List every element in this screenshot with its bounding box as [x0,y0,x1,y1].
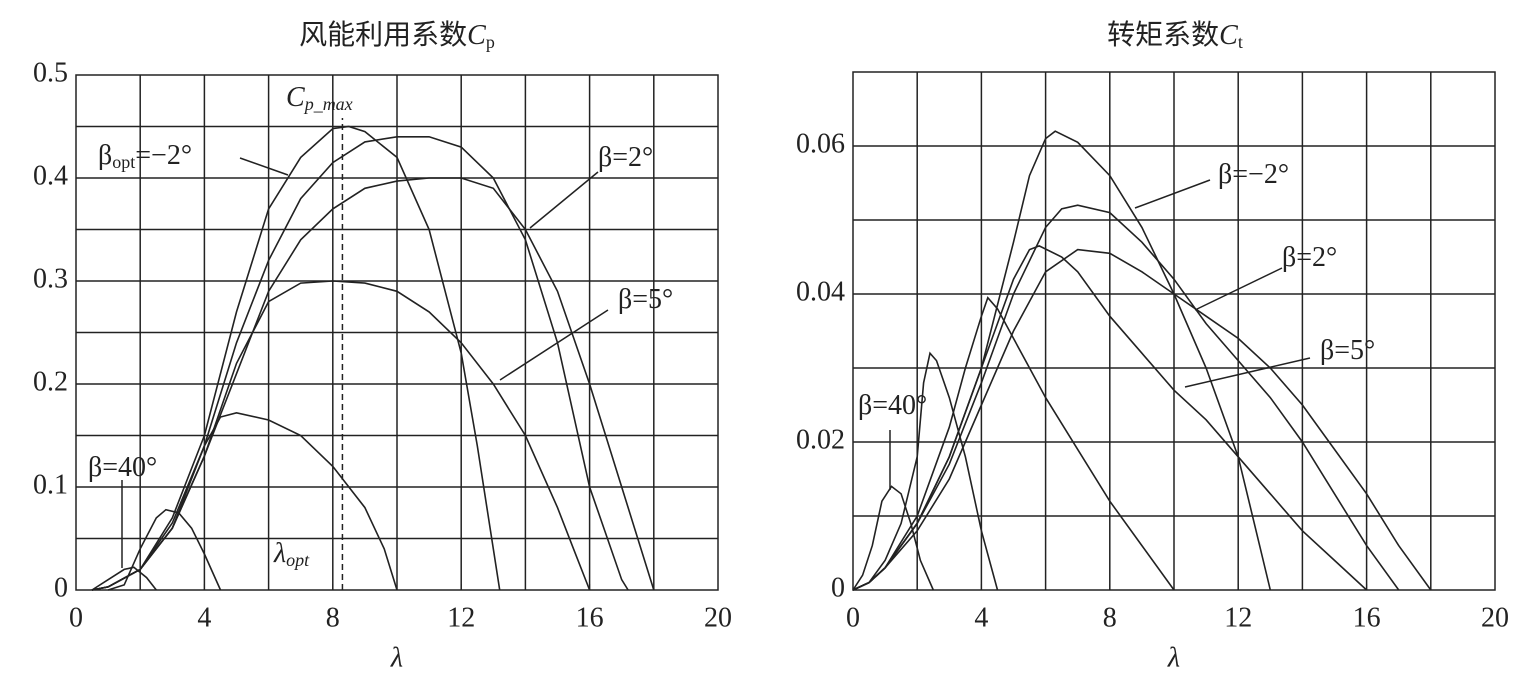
leader-line [239,157,289,176]
curve [91,125,501,591]
x-tick-label: 4 [197,602,211,633]
curve [852,351,999,591]
annotation: β=5° [618,284,673,315]
annotation: β=2° [598,142,653,173]
leader-line [1194,267,1283,311]
x-tick-label: 0 [69,602,83,633]
leader-line [529,171,599,229]
y-tick-label: 0.04 [796,276,845,307]
x-axis-label: λ [1167,642,1180,673]
x-tick-label: 0 [846,602,860,633]
text-part: =−2° [135,140,192,171]
y-tick-label: 0.1 [33,469,68,500]
x-tick-label: 12 [1224,602,1252,633]
curve [91,411,398,591]
annotation: βopt=−2° [98,140,192,172]
text-part: λ [273,538,286,569]
subscript: opt [112,152,135,172]
x-tick-label: 16 [576,602,604,633]
y-tick-label: 0 [54,572,68,603]
chart-title: 风能利用系数Cp [299,19,495,52]
title-sub: t [1238,32,1243,52]
y-tick-label: 0.2 [33,366,68,397]
annotation: β=5° [1320,335,1375,366]
chart-title: 转矩系数Ct [1107,19,1243,52]
curve [852,204,1400,591]
y-tick-label: 0.5 [33,57,68,88]
text-part: β=2° [598,142,653,173]
subscript: opt [286,550,310,570]
y-tick-label: 0.4 [33,160,68,191]
curve [91,177,655,591]
curve [852,248,1432,591]
y-tick-label: 0 [831,572,845,603]
title-var: C [467,20,486,51]
curve [852,485,935,591]
text-part: β=2° [1282,242,1337,273]
annotation: λopt [273,538,310,570]
text-part: β [98,140,112,171]
annotation: Cp_max [286,82,353,114]
subscript: p_max [303,94,353,114]
text-part: β=5° [618,284,673,315]
x-tick-label: 16 [1353,602,1381,633]
y-tick-label: 0.02 [796,424,845,455]
title-var: C [1219,20,1238,51]
text-part: β=5° [1320,335,1375,366]
curve [107,508,222,591]
x-tick-label: 8 [326,602,340,633]
curve [91,136,629,591]
leader-line [1134,179,1211,209]
annotation: β=40° [858,390,927,421]
text-part: β=−2° [1218,159,1289,190]
text-part: β=40° [858,390,927,421]
text-part: C [286,82,305,113]
curve [91,566,157,591]
title-sub: p [486,32,495,52]
x-axis-label: λ [390,642,403,673]
text-part: β=40° [88,452,157,483]
leader-line [499,309,609,381]
x-tick-label: 20 [704,602,732,633]
annotation: β=2° [1282,242,1337,273]
title-text: 风能利用系数 [299,19,467,51]
title-text: 转矩系数 [1107,19,1219,51]
annotation: β=−2° [1218,159,1289,190]
curve [852,296,1175,591]
curve [852,130,1272,591]
x-tick-label: 8 [1103,602,1117,633]
x-tick-label: 4 [974,602,988,633]
y-tick-label: 0.3 [33,263,68,294]
annotation: β=40° [88,452,157,483]
x-tick-label: 20 [1481,602,1509,633]
y-tick-label: 0.06 [796,128,845,159]
x-tick-label: 12 [447,602,475,633]
